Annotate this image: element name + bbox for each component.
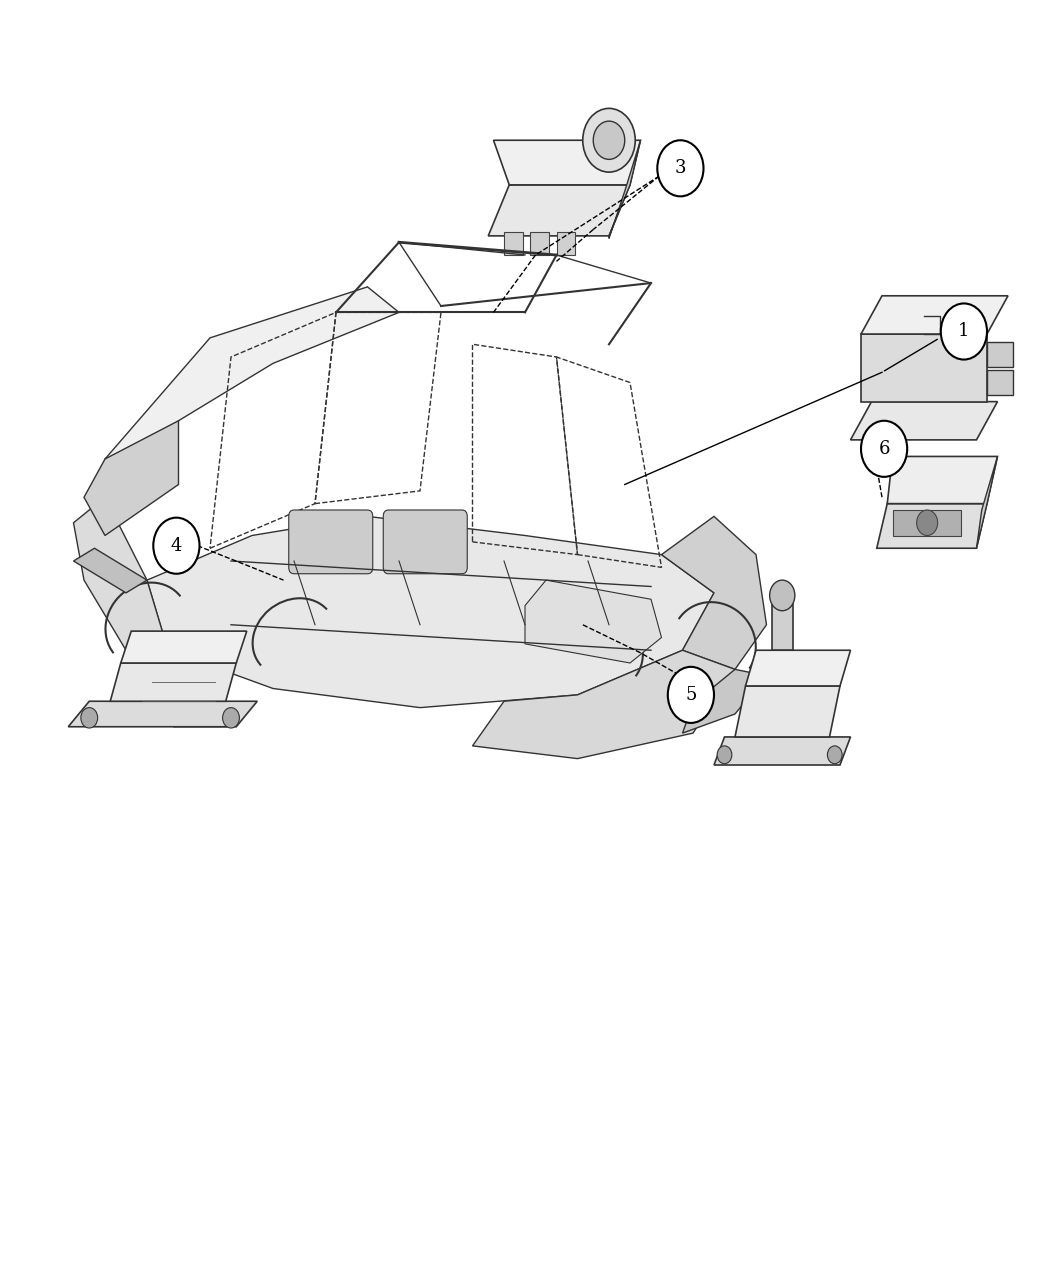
Circle shape [81,708,98,728]
Polygon shape [110,663,236,701]
Polygon shape [861,334,987,402]
Circle shape [941,303,987,360]
Polygon shape [121,631,247,663]
Bar [504,232,523,255]
Polygon shape [68,701,257,727]
Polygon shape [488,185,630,236]
Circle shape [223,708,239,728]
Polygon shape [472,650,735,759]
Polygon shape [877,504,987,548]
Polygon shape [987,370,1013,395]
Text: 6: 6 [879,440,889,458]
Polygon shape [892,510,961,536]
Polygon shape [74,548,147,593]
Circle shape [583,108,635,172]
Polygon shape [682,669,766,733]
Circle shape [657,140,704,196]
Circle shape [917,510,938,536]
Circle shape [770,580,795,611]
Polygon shape [735,686,840,737]
Polygon shape [772,599,793,650]
Polygon shape [609,140,640,238]
Polygon shape [976,456,997,548]
Text: 1: 1 [959,323,969,340]
Bar [530,232,549,255]
Polygon shape [105,287,399,497]
Polygon shape [74,497,168,650]
Polygon shape [746,650,851,686]
Circle shape [861,421,907,477]
Circle shape [827,746,842,764]
Polygon shape [84,421,178,536]
Circle shape [593,121,625,159]
Polygon shape [861,296,1008,334]
Bar [556,232,575,255]
Polygon shape [850,402,997,440]
Polygon shape [147,516,714,708]
Text: 3: 3 [675,159,686,177]
FancyBboxPatch shape [383,510,467,574]
Circle shape [668,667,714,723]
Polygon shape [887,456,998,504]
Polygon shape [714,737,850,765]
FancyBboxPatch shape [289,510,373,574]
Circle shape [717,746,732,764]
Polygon shape [987,342,1013,367]
Polygon shape [662,516,766,669]
Text: 4: 4 [171,537,182,555]
Polygon shape [525,580,662,663]
Polygon shape [494,140,640,185]
Circle shape [153,518,200,574]
Text: 5: 5 [686,686,696,704]
